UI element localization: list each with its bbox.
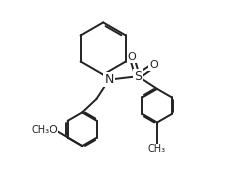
Text: O: O <box>149 60 158 70</box>
Text: CH₃: CH₃ <box>148 144 166 154</box>
Text: O: O <box>127 52 136 62</box>
Text: S: S <box>134 70 142 83</box>
Text: N: N <box>104 73 114 86</box>
Text: O: O <box>48 125 57 135</box>
Text: CH₃: CH₃ <box>31 125 49 135</box>
